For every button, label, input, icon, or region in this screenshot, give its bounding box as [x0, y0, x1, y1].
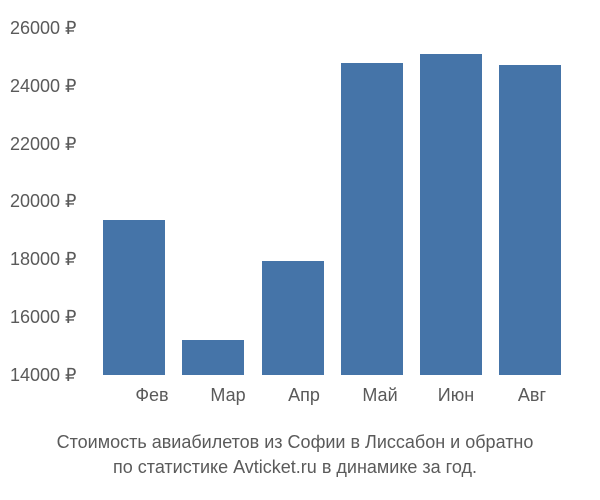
bar	[103, 220, 165, 375]
y-tick-label: 20000 ₽	[10, 192, 77, 210]
caption-line-1: Стоимость авиабилетов из Софии в Лиссабо…	[57, 432, 534, 452]
y-tick-label: 26000 ₽	[10, 19, 77, 37]
x-tick-label: Авг	[501, 385, 563, 406]
x-tick-label: Июн	[425, 385, 487, 406]
bar	[182, 340, 244, 375]
bar	[341, 63, 403, 375]
y-tick-label: 14000 ₽	[10, 366, 77, 384]
plot-row: 26000 ₽ 24000 ₽ 22000 ₽ 20000 ₽ 18000 ₽ 16000…	[10, 10, 580, 375]
x-tick-label: Мар	[197, 385, 259, 406]
x-axis: Фев Мар Апр Май Июн Авг	[104, 375, 580, 406]
x-tick-label: Апр	[273, 385, 335, 406]
x-tick-label: Май	[349, 385, 411, 406]
y-tick-label: 22000 ₽	[10, 135, 77, 153]
chart-caption: Стоимость авиабилетов из Софии в Лиссабо…	[10, 430, 580, 480]
price-bar-chart: 26000 ₽ 24000 ₽ 22000 ₽ 20000 ₽ 18000 ₽ 16000…	[10, 10, 580, 406]
bar	[499, 65, 561, 374]
caption-line-2: по статистике Avticket.ru в динамике за …	[113, 457, 477, 477]
y-tick-label: 24000 ₽	[10, 77, 77, 95]
x-tick-label: Фев	[121, 385, 183, 406]
y-tick-label: 16000 ₽	[10, 308, 77, 326]
bar	[420, 54, 482, 375]
plot-area	[85, 10, 580, 375]
y-axis: 26000 ₽ 24000 ₽ 22000 ₽ 20000 ₽ 18000 ₽ 16000…	[10, 10, 85, 375]
y-tick-label: 18000 ₽	[10, 250, 77, 268]
bar	[262, 261, 324, 375]
